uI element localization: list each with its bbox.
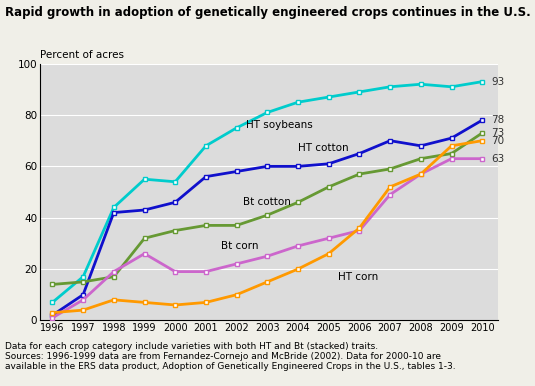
Text: Data for each crop category include varieties with both HT and Bt (stacked) trai: Data for each crop category include vari… xyxy=(5,342,378,350)
Text: HT corn: HT corn xyxy=(338,272,378,282)
Text: 78: 78 xyxy=(492,115,505,125)
Text: HT cotton: HT cotton xyxy=(298,143,349,153)
Text: 93: 93 xyxy=(492,77,505,87)
Text: Bt cotton: Bt cotton xyxy=(243,197,291,207)
Text: HT soybeans: HT soybeans xyxy=(246,120,312,130)
Text: available in the ERS data product, Adoption of Genetically Engineered Crops in t: available in the ERS data product, Adopt… xyxy=(5,362,456,371)
Text: Percent of acres: Percent of acres xyxy=(40,50,124,60)
Text: 73: 73 xyxy=(492,128,505,138)
Text: Rapid growth in adoption of genetically engineered crops continues in the U.S.: Rapid growth in adoption of genetically … xyxy=(5,6,531,19)
Text: 70: 70 xyxy=(492,136,505,146)
Text: 63: 63 xyxy=(492,154,505,164)
Text: Bt corn: Bt corn xyxy=(221,241,259,251)
Text: Sources: 1996-1999 data are from Fernandez-Cornejo and McBride (2002). Data for : Sources: 1996-1999 data are from Fernand… xyxy=(5,352,441,361)
